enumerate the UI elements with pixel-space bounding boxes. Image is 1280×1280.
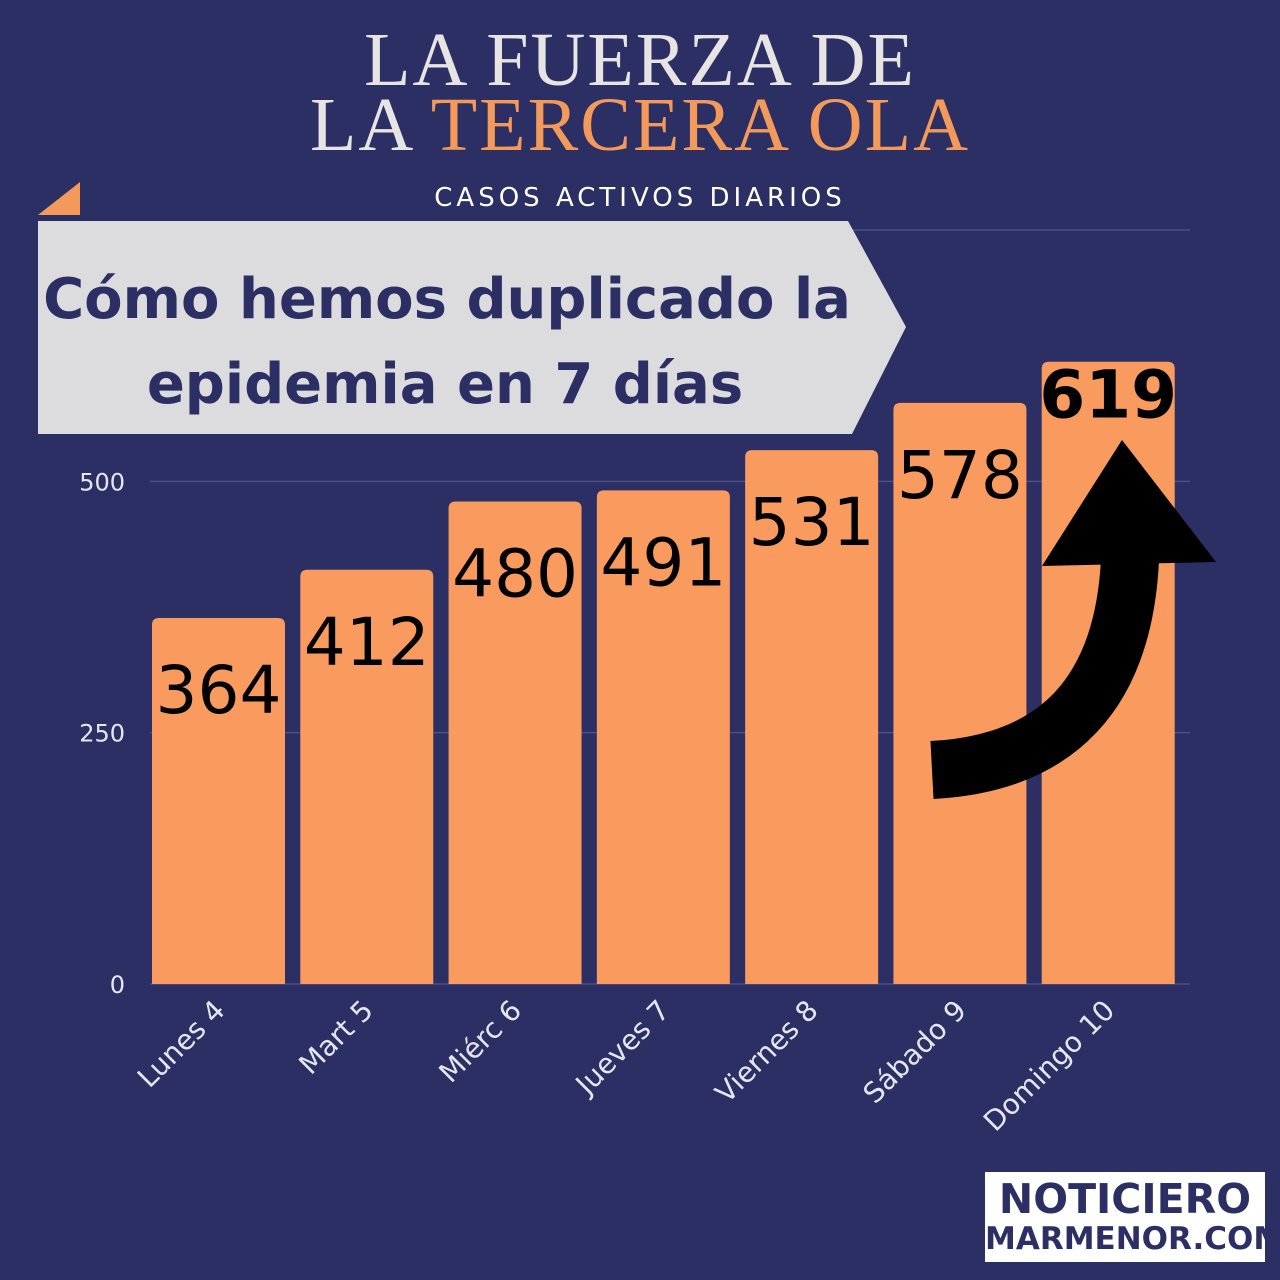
category-label: Viernes 8	[709, 994, 825, 1110]
value-label: 364	[156, 652, 282, 729]
banner-line-2: epidemia en 7 días	[147, 352, 743, 417]
category-label: Miérc 6	[432, 994, 528, 1090]
category-label: Sábado 9	[857, 994, 973, 1110]
title-highlight: TERCERA OLA	[430, 83, 970, 167]
title-prefix: LA	[310, 83, 431, 167]
banner-line-1: Cómo hemos duplicado la	[43, 267, 851, 332]
category-label: Lunes 4	[131, 994, 232, 1095]
category-labels: Lunes 4 Mart 5 Miérc 6 Jueves 7 Viernes 8 Sáb…	[131, 994, 1121, 1138]
value-label: 491	[600, 524, 726, 601]
bars	[152, 361, 1175, 985]
logo-line-1: NOTICIERO	[998, 1175, 1252, 1223]
title-line-2: LA TERCERA OLA	[0, 87, 1280, 163]
bar	[448, 501, 582, 984]
banner-shape	[38, 221, 906, 434]
bar	[596, 490, 730, 984]
y-tick-label: 0	[110, 971, 125, 999]
value-label: 531	[749, 484, 875, 561]
value-label: 578	[897, 437, 1023, 514]
curved-arrow-icon	[929, 440, 1216, 799]
value-label: 412	[304, 604, 430, 681]
bar	[152, 618, 285, 984]
category-label: Jueves 7	[568, 994, 676, 1102]
banner: Cómo hemos duplicado la epidemia en 7 dí…	[38, 182, 906, 434]
bar	[745, 450, 879, 985]
category-label: Mart 5	[292, 994, 379, 1081]
value-label: 480	[452, 535, 578, 612]
title-line-1: LA FUERZA DE	[364, 18, 916, 102]
bar	[893, 402, 1027, 984]
logo-line-2: MARMENOR.COM	[985, 1221, 1280, 1257]
y-tick-label: 500	[79, 468, 125, 496]
value-label: 619	[1039, 357, 1177, 434]
banner-accent	[38, 182, 80, 215]
logo: NOTICIERO MARMENOR.COM	[985, 1172, 1280, 1262]
y-tick-label: 250	[79, 720, 125, 748]
category-label: Domingo 10	[977, 994, 1121, 1138]
bar	[300, 569, 434, 984]
chart-subtitle: CASOS ACTIVOS DIARIOS	[434, 183, 846, 213]
